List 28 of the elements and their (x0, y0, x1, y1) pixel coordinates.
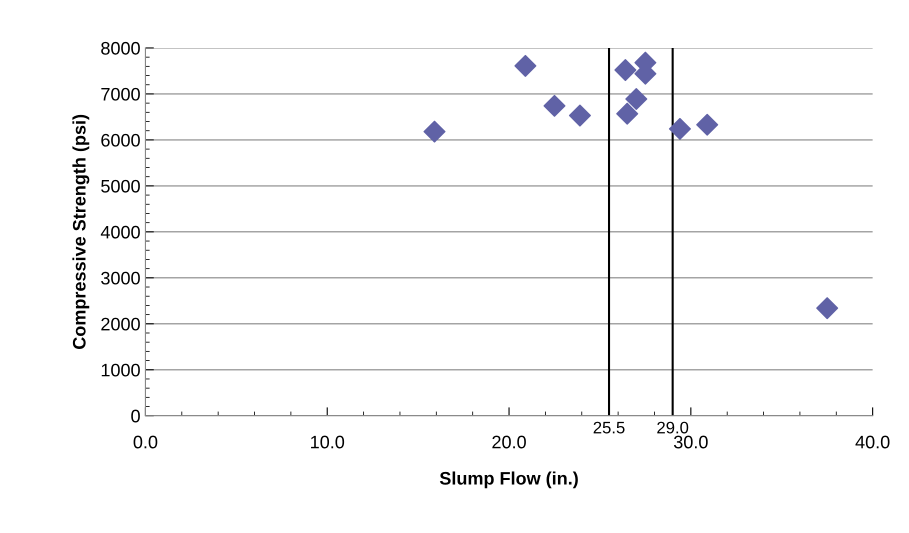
ref-line-label: 25.5 (594, 422, 625, 434)
point (696, 114, 718, 136)
point (543, 94, 566, 117)
y-tick-label: 3000 (101, 272, 140, 285)
point (614, 59, 636, 82)
point (568, 104, 591, 127)
ref-line-label: 29.0 (657, 422, 688, 434)
x-axis-title: Slump Flow (in.) (440, 471, 578, 488)
x-tick-label: 40.0 (855, 436, 890, 448)
y-tick-label: 1000 (102, 364, 140, 376)
x-tick-label: 20.0 (492, 436, 526, 448)
point (816, 297, 838, 320)
x-tick-label: 30.0 (674, 436, 708, 448)
y-tick-label: 6000 (101, 134, 140, 147)
point (625, 88, 648, 110)
point (514, 54, 536, 77)
y-tick-label: 2000 (101, 318, 140, 331)
y-tick-label: 0 (131, 410, 140, 422)
y-tick-label: 4000 (100, 226, 140, 239)
y-tick-label: 8000 (101, 42, 140, 55)
y-tick-label: 5000 (101, 180, 140, 193)
point (668, 118, 691, 140)
y-tick-label: 7000 (101, 88, 140, 101)
x-tick-label: 10.0 (311, 436, 344, 448)
y-axis-title: Compressive Strength (psi) (72, 114, 90, 349)
point (616, 102, 638, 125)
x-tick-label: 0.0 (134, 436, 158, 448)
point (424, 120, 446, 143)
